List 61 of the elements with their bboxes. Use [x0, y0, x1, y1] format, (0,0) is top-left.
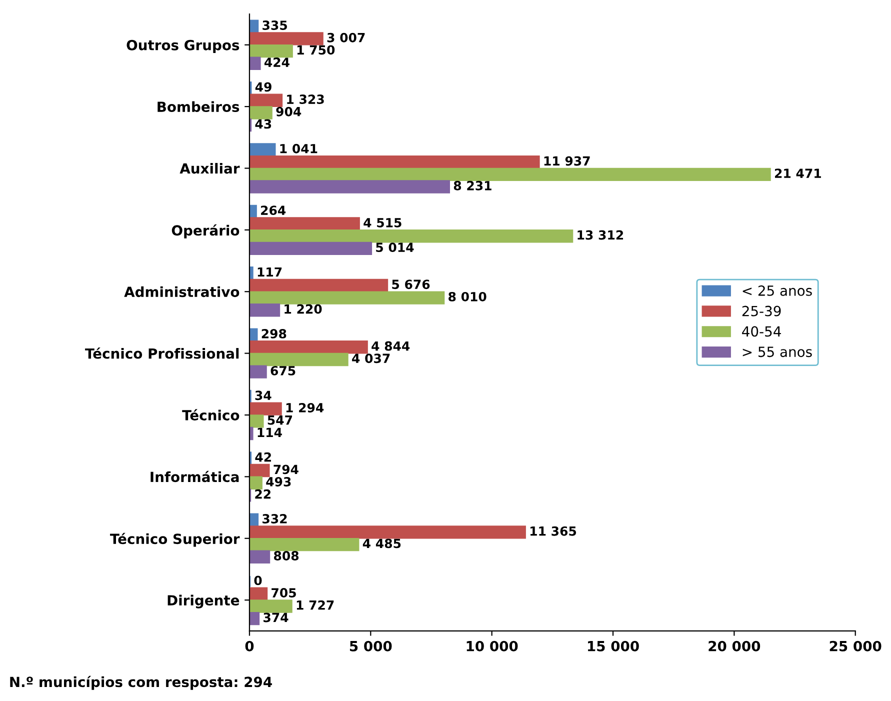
data-label: 4 515 [364, 218, 402, 228]
data-label: 298 [262, 328, 286, 338]
data-label: 1 220 [284, 304, 322, 314]
data-label: 374 [264, 612, 288, 622]
data-label: 1 750 [297, 45, 335, 55]
y-tick-label: Informática [150, 470, 239, 482]
data-label: 43 [255, 119, 272, 129]
data-label: 13 312 [578, 230, 624, 240]
x-tick-label: 25 000 [830, 640, 882, 652]
x-tick-label: 20 000 [708, 640, 760, 652]
legend-label: 25-39 [742, 306, 781, 316]
text: N.º municípios com resposta: 294 [10, 676, 272, 690]
data-label: 547 [268, 415, 292, 425]
y-tick-label: Operário [172, 224, 240, 238]
data-label: 332 [262, 514, 287, 524]
data-label: 117 [258, 267, 282, 277]
y-tick-label: Dirigente [168, 594, 240, 608]
data-label: 42 [255, 452, 271, 462]
data-label: 3 007 [327, 32, 365, 42]
data-label: 705 [272, 588, 296, 598]
data-label: 5 676 [392, 280, 430, 290]
x-tick-label: 5 000 [350, 640, 392, 652]
legend-label: 40-54 [742, 326, 781, 337]
data-label: 4 844 [372, 341, 410, 351]
data-label: 1 041 [280, 144, 318, 154]
x-tick-label: 15 000 [588, 640, 639, 652]
data-label: 1 323 [287, 94, 324, 104]
data-label: 493 [266, 477, 291, 486]
x-tick-label: 10 000 [466, 640, 518, 652]
data-label: 4 037 [352, 354, 390, 364]
data-label: 675 [270, 366, 296, 376]
data-label: 424 [264, 58, 290, 67]
data-label: 8 010 [448, 292, 486, 302]
data-label: 1 294 [286, 402, 324, 412]
y-tick-label: Bombeiros [158, 101, 240, 112]
legend-label: > 55 anos [742, 346, 812, 358]
y-tick-label: Outros Grupos [126, 40, 240, 54]
data-label: 49 [255, 82, 272, 92]
data-label: 34 [255, 390, 272, 400]
x-tick-label: 0 [245, 640, 254, 652]
data-label: 335 [262, 20, 287, 30]
y-tick-label: Técnico Superior [110, 532, 240, 547]
legend-label: < 25 anos [742, 285, 812, 296]
data-label: 794 [274, 464, 298, 474]
data-label: 11 365 [530, 526, 576, 536]
y-tick-label: Administrativo [124, 286, 240, 298]
data-label: 1 727 [296, 600, 334, 610]
data-label: 4 485 [362, 538, 401, 548]
data-label: 0 [254, 576, 262, 586]
y-tick-label: Técnico [182, 409, 240, 420]
data-label: 264 [261, 206, 286, 216]
y-tick-label: Auxiliar [180, 162, 240, 174]
data-label: 5 014 [376, 242, 414, 252]
data-label: 11 937 [544, 156, 590, 166]
data-label: 8 231 [454, 180, 492, 190]
data-label: 21 471 [774, 168, 821, 178]
data-label: 22 [255, 489, 270, 499]
y-tick-label: Técnico Profissional [85, 347, 239, 359]
data-label: 114 [258, 428, 282, 437]
data-label: 904 [276, 106, 302, 116]
data-label: 808 [274, 551, 299, 560]
